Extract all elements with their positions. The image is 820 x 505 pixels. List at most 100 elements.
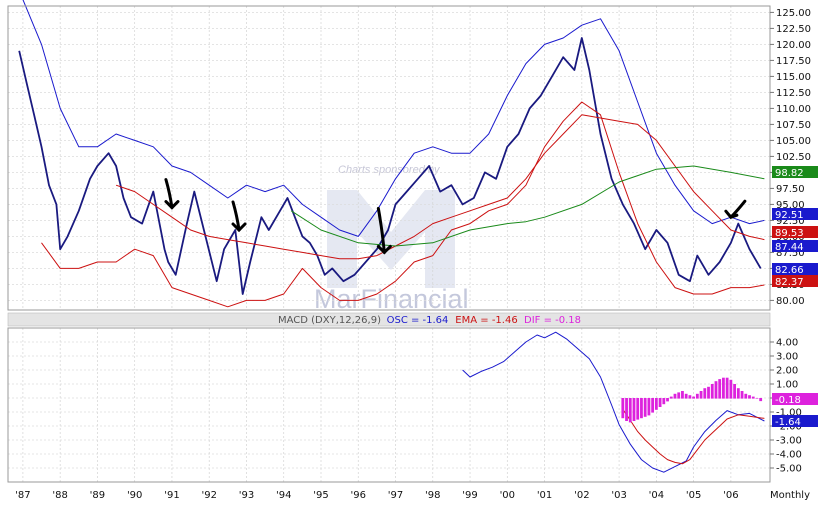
dif-bar <box>688 395 692 399</box>
lower-band-line <box>41 101 765 308</box>
dif-bar <box>736 388 740 399</box>
moving-average-short-line <box>115 114 765 260</box>
dif-bar <box>718 379 722 399</box>
price-y-tick-label: 97.50 <box>776 184 805 195</box>
price-y-tick-label: 80.00 <box>776 296 805 307</box>
x-tick-label: '05 <box>686 490 701 501</box>
watermark-text: MarFinancial <box>314 284 469 314</box>
arrow-shaft <box>376 206 386 254</box>
price-y-tick-label: 92.50 <box>776 216 805 227</box>
macd-y-tick-label: 4.00 <box>776 338 798 349</box>
value-badge-box <box>772 415 818 427</box>
dif-bar <box>695 393 699 399</box>
x-tick-label: '04 <box>649 490 664 501</box>
dif-bar <box>725 377 729 399</box>
value-badge-box <box>772 275 818 287</box>
ema-line <box>622 408 765 465</box>
dif-bar <box>632 398 636 421</box>
price-panel-frame <box>7 5 771 311</box>
x-tick-label: '06 <box>723 490 738 501</box>
dif-bar <box>751 396 755 399</box>
x-tick-label: '97 <box>388 490 403 501</box>
x-tick-label: '90 <box>127 490 142 501</box>
annotation-arrow-3 <box>376 206 392 255</box>
macd-y-tick-label: -5.00 <box>776 464 802 475</box>
x-tick-label: '03 <box>611 490 626 501</box>
dif-bar <box>640 398 643 419</box>
macd-legend-label: DIF = -0.18 <box>524 315 581 326</box>
arrow-head <box>376 244 392 255</box>
price-value-badge: 82.66 <box>772 263 818 276</box>
dif-bar <box>647 398 651 416</box>
value-badge-box <box>772 226 818 238</box>
macd-legend-label: EMA = -1.46 <box>455 315 517 326</box>
value-badge-text: 89.53 <box>775 228 804 239</box>
price-value-badge: 82.37 <box>772 275 818 288</box>
moving-average-long-line <box>290 165 765 247</box>
value-badge-text: 87.44 <box>775 242 804 253</box>
osc-line <box>462 331 765 473</box>
price-y-tick-label: 107.50 <box>776 120 811 131</box>
value-badge-text: 82.66 <box>775 265 804 276</box>
dif-bar <box>744 393 748 399</box>
x-tick-label: '92 <box>201 490 216 501</box>
price-y-tick-label: 95.00 <box>776 200 805 211</box>
macd-y-tick-label: -3.00 <box>776 436 802 447</box>
price-value-badge: 87.44 <box>772 240 818 253</box>
dif-bar <box>666 398 669 402</box>
macd-header-bar <box>7 312 771 327</box>
dif-bar <box>669 396 673 399</box>
dif-bar <box>662 398 666 405</box>
dif-histogram <box>621 377 763 423</box>
macd-y-tick-label: 3.00 <box>776 352 798 363</box>
x-tick-label: '02 <box>574 490 589 501</box>
value-badge-box <box>772 263 818 275</box>
price-y-tick-label: 125.00 <box>776 8 811 19</box>
price-y-tick-label: 117.50 <box>776 56 811 67</box>
price-y-tick-label: 112.50 <box>776 88 811 99</box>
price-line <box>18 37 762 295</box>
dif-bar <box>692 396 696 399</box>
value-badge-box <box>772 208 818 220</box>
x-tick-label: '89 <box>90 490 105 501</box>
watermark-logo <box>327 190 455 288</box>
dif-bar <box>703 388 707 399</box>
x-tick-label: '91 <box>164 490 179 501</box>
dif-bar <box>748 395 751 399</box>
dif-bar <box>729 379 733 399</box>
grid <box>8 6 770 482</box>
value-badge-text: -0.18 <box>775 395 801 406</box>
dif-bar <box>673 393 677 399</box>
price-y-tick-label: 120.00 <box>776 40 811 51</box>
axes <box>7 5 774 483</box>
price-value-badge: 92.51 <box>772 208 818 221</box>
macd-value-badge: -0.18 <box>772 393 818 406</box>
x-tick-label: '00 <box>500 490 515 501</box>
dif-bar <box>733 384 737 399</box>
macd-plot <box>462 331 765 473</box>
watermark: Charts sponsored by MarFinancial <box>314 164 469 314</box>
dif-bar <box>625 398 628 421</box>
price-value-badge: 98.82 <box>772 166 818 179</box>
x-tick-label: '99 <box>462 490 477 501</box>
macd-y-tick-label: 2.00 <box>776 366 798 377</box>
x-tick-label: '95 <box>313 490 328 501</box>
x-tick-label: '87 <box>15 490 30 501</box>
watermark-sponsor: Charts sponsored by <box>338 164 441 176</box>
dif-bar <box>651 398 655 413</box>
macd-title: MACD (DXY,12,26,9) <box>278 315 381 326</box>
price-y-tick-label: 87.50 <box>776 248 805 259</box>
x-tick-label: '01 <box>537 490 552 501</box>
price-y-tick-label: 110.00 <box>776 104 811 115</box>
value-badge-box <box>772 240 818 252</box>
dif-bar <box>710 384 714 399</box>
value-badge-text: 92.51 <box>775 210 804 221</box>
arrow-head <box>164 200 180 210</box>
x-tick-label: '96 <box>351 490 366 501</box>
dif-bar <box>699 391 703 399</box>
value-badge-box <box>772 393 818 405</box>
dif-bar <box>628 398 632 423</box>
dif-bar <box>684 393 688 399</box>
price-value-badge: 89.53 <box>772 226 818 239</box>
macd-panel-frame <box>7 327 771 483</box>
